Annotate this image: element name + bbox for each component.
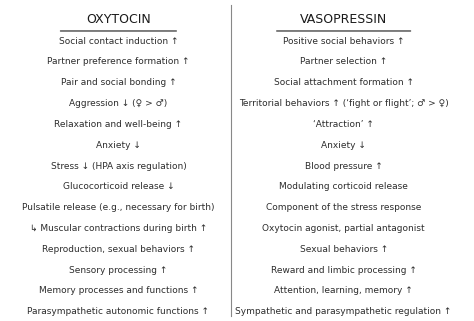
Text: OXYTOCIN: OXYTOCIN xyxy=(86,13,151,26)
Text: Territorial behaviors ↑ (‘fight or flight’; ♂ > ♀): Territorial behaviors ↑ (‘fight or fligh… xyxy=(239,99,448,108)
Text: Aggression ↓ (♀ > ♂): Aggression ↓ (♀ > ♂) xyxy=(69,99,167,108)
Text: Relaxation and well-being ↑: Relaxation and well-being ↑ xyxy=(55,120,182,129)
Text: VASOPRESSIN: VASOPRESSIN xyxy=(300,13,387,26)
Text: Reproduction, sexual behaviors ↑: Reproduction, sexual behaviors ↑ xyxy=(42,245,195,254)
Text: Modulating corticoid release: Modulating corticoid release xyxy=(279,182,408,191)
Text: Reward and limbic processing ↑: Reward and limbic processing ↑ xyxy=(271,265,417,274)
Text: Anxiety ↓: Anxiety ↓ xyxy=(96,141,141,150)
Text: Anxiety ↓: Anxiety ↓ xyxy=(321,141,366,150)
Text: Social contact induction ↑: Social contact induction ↑ xyxy=(59,37,178,46)
Text: Attention, learning, memory ↑: Attention, learning, memory ↑ xyxy=(274,286,413,295)
Text: Sympathetic and parasympathetic regulation ↑: Sympathetic and parasympathetic regulati… xyxy=(236,307,452,316)
Text: Pulsatile release (e.g., necessary for birth): Pulsatile release (e.g., necessary for b… xyxy=(22,203,215,212)
Text: Stress ↓ (HPA axis regulation): Stress ↓ (HPA axis regulation) xyxy=(51,161,186,170)
Text: Sexual behaviors ↑: Sexual behaviors ↑ xyxy=(300,245,388,254)
Text: Positive social behaviors ↑: Positive social behaviors ↑ xyxy=(283,37,404,46)
Text: Pair and social bonding ↑: Pair and social bonding ↑ xyxy=(61,78,176,87)
Text: ↳ Muscular contractions during birth ↑: ↳ Muscular contractions during birth ↑ xyxy=(30,224,207,233)
Text: Blood pressure ↑: Blood pressure ↑ xyxy=(305,161,383,170)
Text: Glucocorticoid release ↓: Glucocorticoid release ↓ xyxy=(63,182,174,191)
Text: Oxytocin agonist, partial antagonist: Oxytocin agonist, partial antagonist xyxy=(262,224,425,233)
Text: Social attachment formation ↑: Social attachment formation ↑ xyxy=(273,78,414,87)
Text: Memory processes and functions ↑: Memory processes and functions ↑ xyxy=(39,286,198,295)
Text: Component of the stress response: Component of the stress response xyxy=(266,203,421,212)
Text: ‘Attraction’ ↑: ‘Attraction’ ↑ xyxy=(313,120,374,129)
Text: Partner selection ↑: Partner selection ↑ xyxy=(300,57,387,66)
Text: Parasympathetic autonomic functions ↑: Parasympathetic autonomic functions ↑ xyxy=(27,307,210,316)
Text: Partner preference formation ↑: Partner preference formation ↑ xyxy=(47,57,190,66)
Text: Sensory processing ↑: Sensory processing ↑ xyxy=(69,265,168,274)
